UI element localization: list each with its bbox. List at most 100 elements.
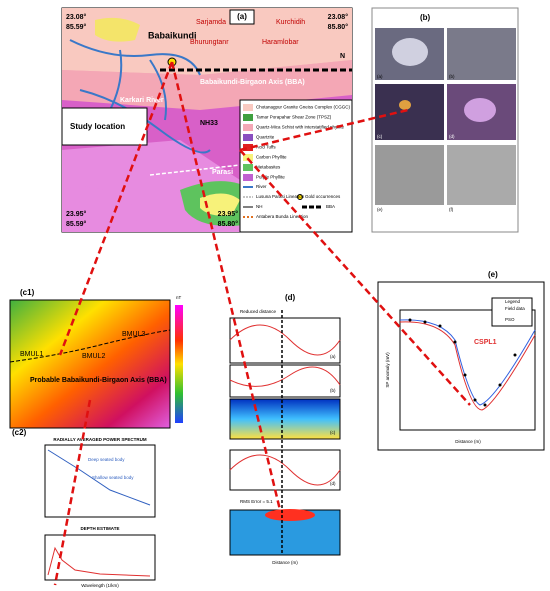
axis-label: SP anomaly (mV) [385, 352, 390, 388]
sub-label: (b) [330, 388, 336, 393]
plot-frame [399, 309, 536, 431]
legend-label: Metabasites [256, 165, 281, 170]
legend-label: Lusuna Parasi Lineation [256, 194, 305, 199]
panel-c2: (c2) RADIALLY AVERAGED POWER SPECTRUM De… [12, 428, 156, 588]
curve [229, 324, 341, 486]
legend-label: Antabera Bunda Lineation [256, 214, 309, 219]
axis-line [9, 329, 171, 363]
legend-label: Chotanagpur Granite Gneiss Complex (CGGC… [256, 105, 351, 110]
sub-label: (c) [377, 134, 383, 139]
annotation: Shallow seated body [92, 475, 134, 480]
body-label: BMUL1 [20, 351, 43, 358]
connectors [53, 61, 471, 586]
coord: 23.95° [218, 210, 239, 218]
sub-label: (d) [330, 481, 336, 486]
panel-a: Chotanagpur Granite Gneiss Complex (CGGC… [61, 7, 353, 233]
sub-label: (d) [449, 134, 455, 139]
plot-title: DEPTH ESTIMATE [81, 526, 120, 531]
coord: 85.59° [66, 220, 87, 228]
anomaly [265, 509, 315, 521]
panel-label: (c1) [20, 288, 35, 297]
plot-frame [229, 317, 341, 364]
panel-label: (e) [488, 270, 498, 279]
annotation: RMS Error = 5.1 [240, 499, 273, 504]
panel-label: (c2) [12, 428, 27, 437]
unit: nT [176, 295, 182, 300]
legend-label: PSO [505, 317, 515, 322]
legend-label: Carbon Phyllite [256, 155, 287, 160]
panel-b: (b) (a) (b) (c) (d) (e) (f) [371, 7, 519, 233]
legend-label: Tamar Porapahar Shear Zone (TPSZ) [256, 115, 332, 120]
coord: 85.80° [218, 220, 239, 228]
legend-label: NH [256, 204, 263, 209]
profile-label: CSPL1 [474, 339, 497, 346]
sub-label: (e) [377, 207, 383, 212]
grain [392, 38, 428, 66]
legend-title: Legend [505, 299, 521, 304]
coord: 23.95° [66, 210, 87, 218]
north: N [340, 53, 345, 60]
legend-swatches [243, 104, 322, 218]
place: Sarjamda [196, 19, 226, 26]
curve [399, 319, 536, 406]
curve [399, 321, 536, 411]
panel-label: (d) [285, 293, 296, 302]
section [229, 398, 341, 440]
place: Kurchidih [276, 19, 305, 26]
photo [447, 145, 516, 205]
label-box [229, 9, 255, 25]
spectrum [47, 449, 151, 506]
top-label: Reduced distance [240, 309, 277, 314]
photo [375, 145, 444, 205]
body-label: BMUL2 [82, 353, 105, 360]
coord: 23.08° [328, 13, 349, 21]
plot-frame [44, 534, 156, 581]
legend-box [491, 297, 533, 327]
legend-label: Field data [505, 306, 525, 311]
panel-label: (a) [237, 12, 247, 21]
zone [95, 17, 140, 42]
legend-label: Acid Tuffs [256, 145, 276, 150]
panel-c1: (c1) nT BMUL1 BMUL2 BMUL3 Probable Babai… [9, 288, 183, 429]
legend-label: Purple Phyllite [256, 175, 285, 180]
panel-d: (d) Reduced distance (a) (b) (c) (d) RMS… [229, 293, 341, 565]
plot-frame [44, 444, 156, 518]
zone [62, 60, 352, 110]
plot-title: RADIALLY AVERAGED POWER SPECTRUM [53, 437, 147, 442]
sub-label: (f) [449, 207, 454, 212]
place: Babaikundi [148, 30, 197, 40]
place: Haramlobar [262, 39, 299, 46]
sub-label: (a) [330, 354, 336, 359]
place: Study location [70, 122, 125, 131]
annotation: Deep seated body [88, 457, 125, 462]
photo [447, 28, 516, 80]
place: Bhurungtanr [190, 39, 229, 46]
legend-label: Quartz-Mica Schist with interstatified p… [256, 125, 345, 130]
axis-label: Probable Babaikundi-Birgaon Axis (BBA) [30, 377, 167, 384]
depth-curve [47, 546, 151, 577]
panel-e: (e) Legend Field data PSO CSPL1 SP anoma… [377, 270, 545, 451]
zone [200, 193, 240, 216]
place: Karkari River [120, 97, 164, 104]
photo [375, 84, 444, 140]
study-box [61, 107, 148, 146]
legend-label: Quartzite [256, 135, 275, 140]
legend-label: River [256, 184, 267, 189]
coord: 85.59° [66, 23, 87, 31]
axis-label: Distance (m) [455, 439, 481, 444]
legend-label: BBA [326, 204, 335, 209]
sub-label: (a) [377, 74, 383, 79]
axis-label: Distance (m) [272, 560, 298, 565]
sub-label: (b) [449, 74, 455, 79]
coord: 85.80° [328, 23, 349, 31]
panel-label: (b) [420, 13, 431, 22]
sub-label: (c) [330, 430, 336, 435]
color-bar [175, 305, 183, 423]
plot-frame [229, 449, 341, 491]
place: NH33 [200, 120, 218, 127]
field-points [408, 318, 517, 407]
plot-frame [229, 364, 341, 398]
place: Parasi [212, 169, 233, 176]
place: Babaikundi-Birgaon Axis (BBA) [200, 79, 305, 86]
grain [399, 100, 411, 110]
